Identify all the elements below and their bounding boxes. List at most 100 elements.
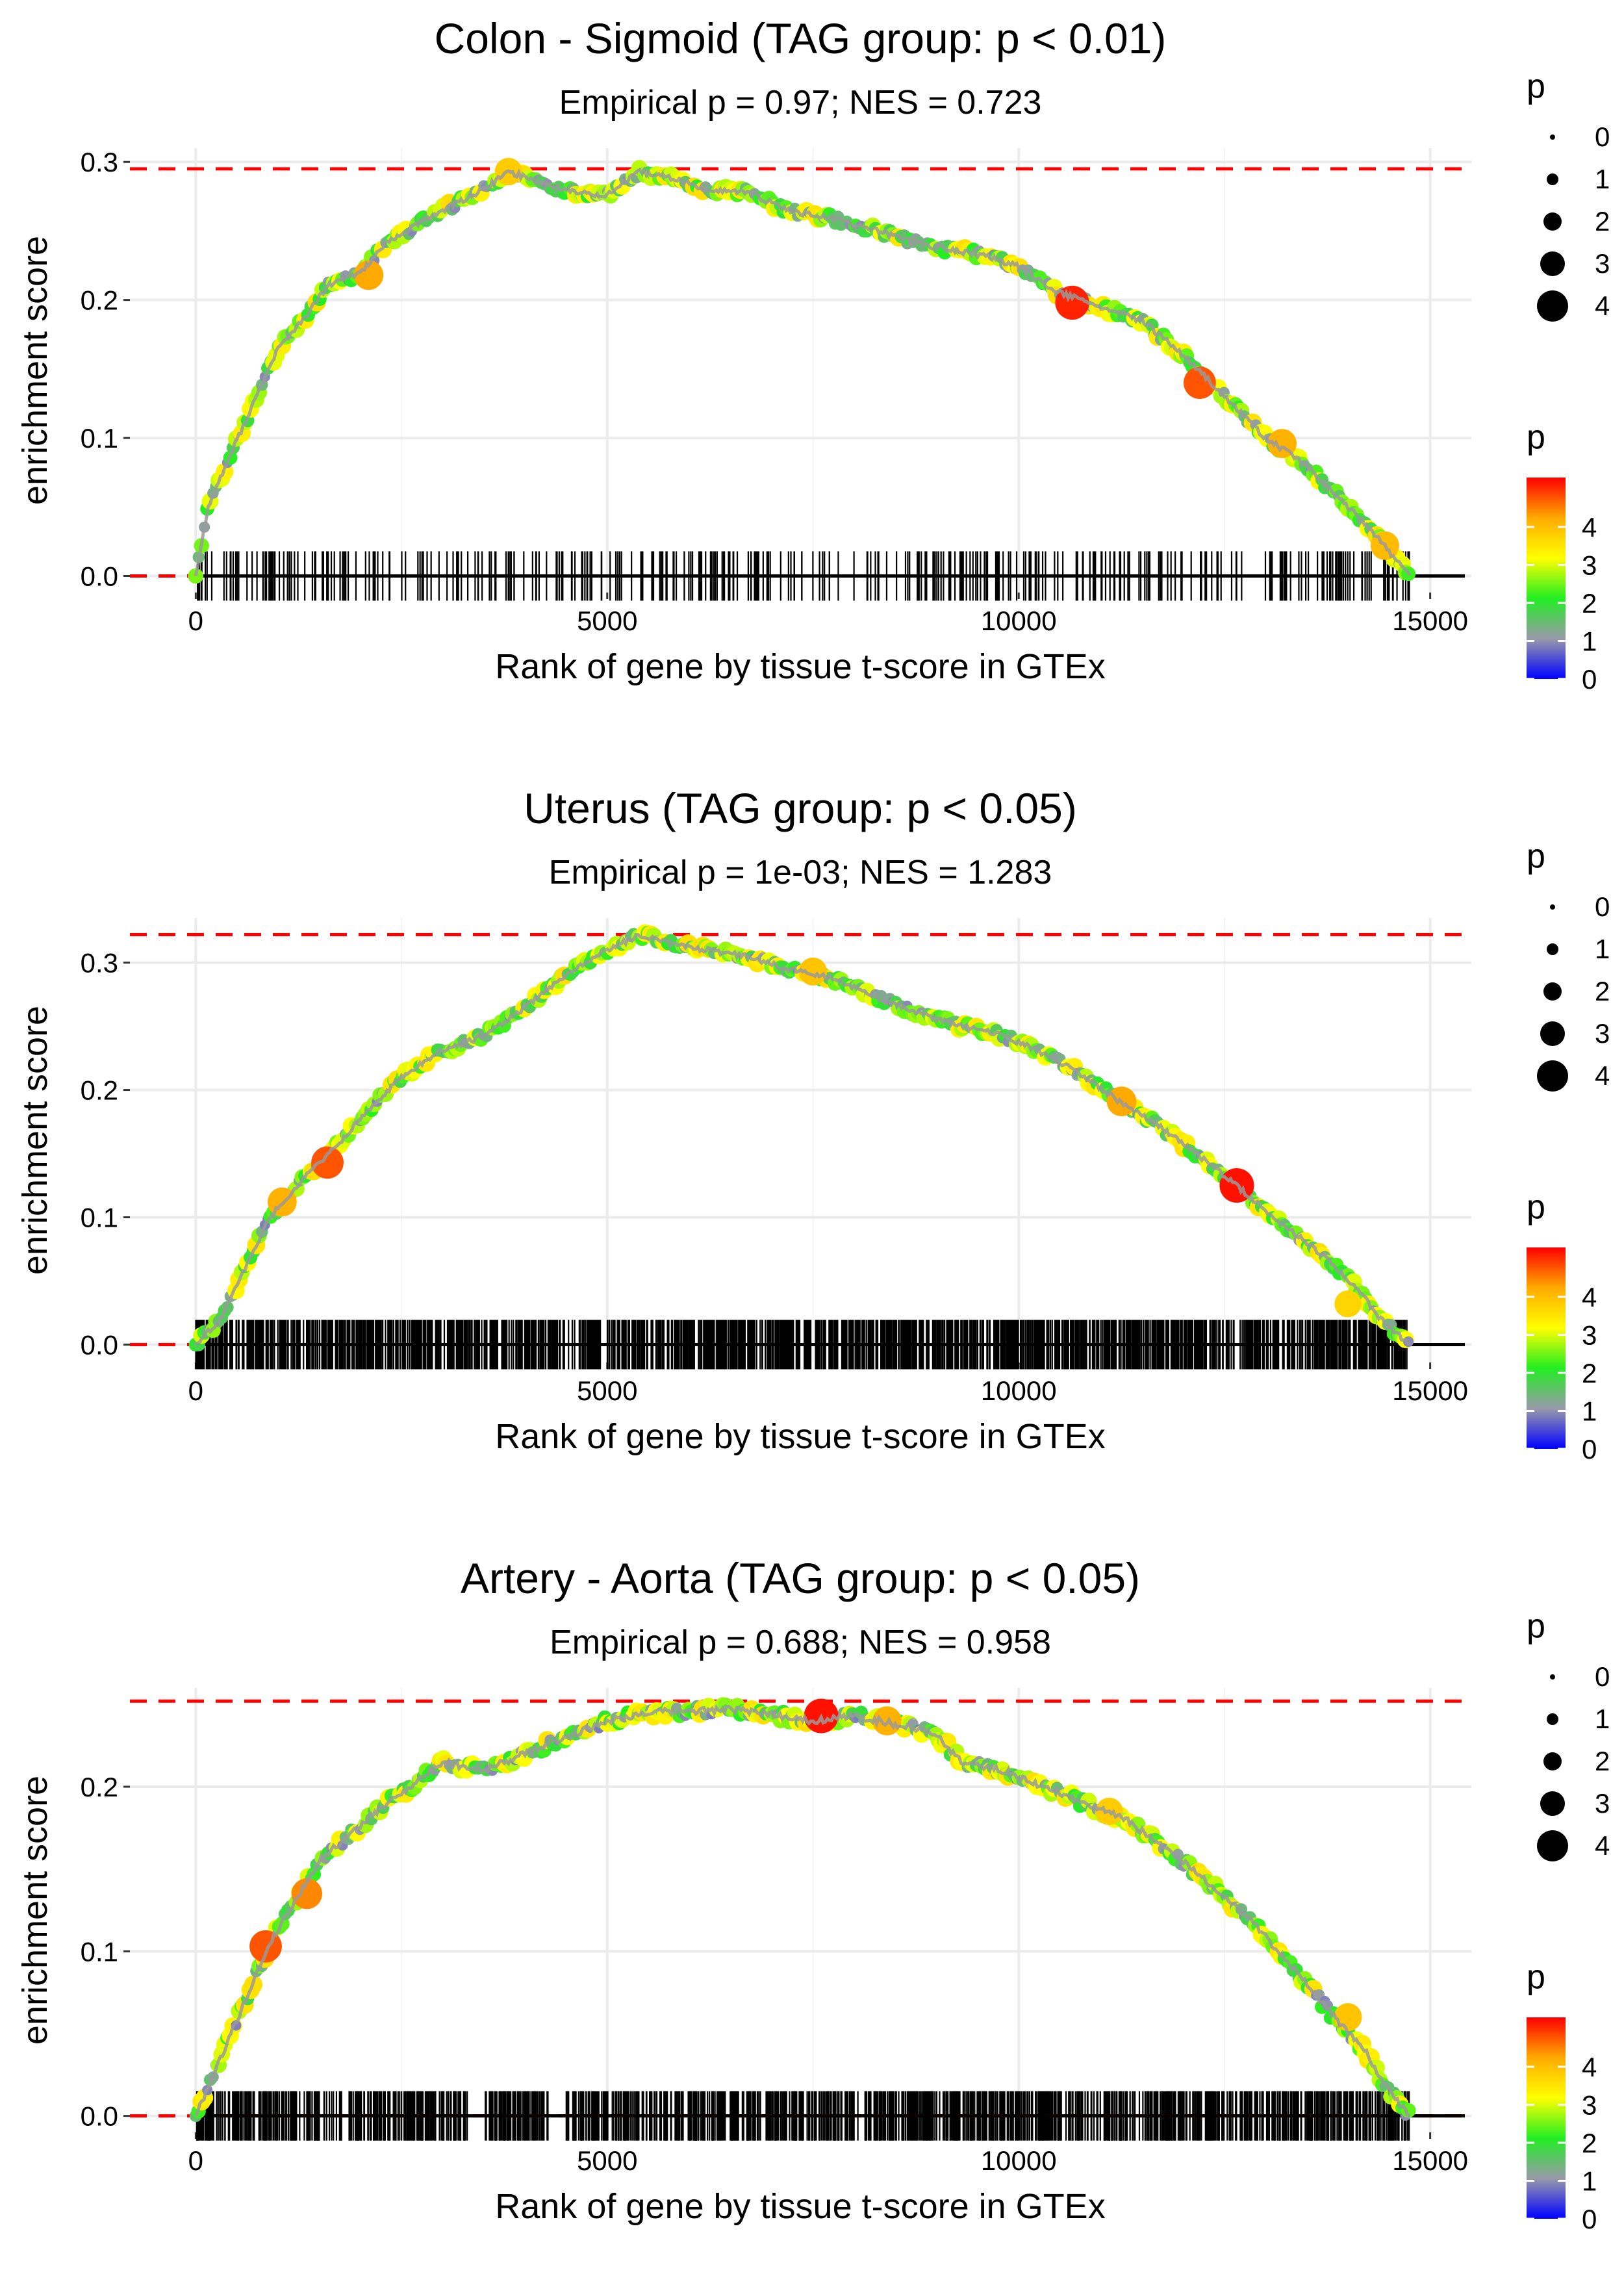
size-legend-label: 3 [1595, 248, 1610, 279]
color-legend-title: p [1527, 418, 1545, 456]
y-tick-label: 0.0 [81, 1330, 118, 1361]
size-legend-label: 0 [1595, 1661, 1610, 1692]
size-legend-label: 1 [1595, 164, 1610, 194]
y-tick-label: 0.1 [81, 423, 118, 454]
size-legend-dot [1537, 290, 1568, 322]
color-legend: p 4 3 2 1 0 [1527, 1958, 1597, 2234]
color-legend-label: 3 [1582, 2090, 1597, 2121]
x-axis-title: Rank of gene by tissue t-score in GTEx [495, 1417, 1105, 1456]
color-legend-label: 4 [1582, 1282, 1597, 1312]
size-legend-dot [1537, 1830, 1568, 1861]
y-axis-title: enrichment score [16, 1776, 55, 2045]
x-tick-label: 15000 [1392, 1375, 1468, 1406]
size-legend-label: 4 [1595, 1830, 1610, 1861]
y-tick-label: 0.2 [81, 1772, 118, 1802]
size-legend-dot [1540, 251, 1565, 276]
color-legend-label: 2 [1582, 2128, 1597, 2158]
color-legend-label: 4 [1582, 2052, 1597, 2082]
color-legend-label: 0 [1582, 664, 1597, 695]
color-legend: p 4 3 2 1 0 [1527, 418, 1597, 695]
chart-subtitle: Empirical p = 0.97; NES = 0.723 [559, 84, 1042, 121]
y-axis-title: enrichment score [16, 1006, 55, 1275]
chart-subtitle: Empirical p = 1e-03; NES = 1.283 [549, 854, 1052, 891]
size-legend-dot [1540, 1021, 1565, 1046]
x-axis-title: Rank of gene by tissue t-score in GTEx [495, 2187, 1105, 2226]
enrichment-trace [194, 166, 1412, 576]
chart-title: Uterus (TAG group: p < 0.05) [524, 784, 1077, 832]
y-tick-label: 0.0 [81, 2101, 118, 2132]
size-legend-dot [1550, 904, 1555, 910]
size-legend: p 0 1 2 3 4 [1527, 837, 1610, 1092]
size-legend-dot [1540, 1791, 1565, 1816]
x-tick-label: 5000 [577, 2145, 637, 2176]
size-legend-dot [1547, 943, 1558, 955]
size-legend-title: p [1527, 1607, 1545, 1645]
color-legend-label: 1 [1582, 2166, 1597, 2197]
color-legend-label: 0 [1582, 1434, 1597, 1464]
y-tick-label: 0.0 [81, 561, 118, 592]
panel-3: Artery - Aorta (TAG group: p < 0.05) Empi… [16, 1554, 1610, 2234]
x-axis-title: Rank of gene by tissue t-score in GTEx [495, 647, 1105, 686]
size-legend-label: 3 [1595, 1018, 1610, 1049]
enrichment-point-highlight [353, 260, 384, 290]
y-tick-label: 0.3 [81, 948, 118, 978]
color-legend-title: p [1527, 1958, 1545, 1996]
enrichment-points [189, 1697, 1416, 2123]
x-tick-label: 5000 [577, 1375, 637, 1406]
colorbar [1527, 2017, 1566, 2219]
y-tick-label: 0.1 [81, 1936, 118, 1967]
panel-1: Colon - Sigmoid (TAG group: p < 0.01) Emp… [16, 14, 1610, 695]
size-legend-label: 4 [1595, 1060, 1610, 1091]
enrichment-point-highlight [291, 1878, 323, 1910]
size-legend: p 0 1 2 3 4 [1527, 1607, 1610, 1861]
size-legend-label: 2 [1595, 206, 1610, 236]
size-legend-dot [1543, 212, 1562, 231]
x-tick-label: 0 [188, 606, 203, 636]
size-legend-dot [1547, 173, 1558, 185]
x-tick-label: 0 [188, 2145, 203, 2176]
size-legend-label: 3 [1595, 1788, 1610, 1819]
x-tick-label: 10000 [981, 2145, 1057, 2176]
y-tick-label: 0.2 [81, 1075, 118, 1106]
size-legend-label: 2 [1595, 976, 1610, 1006]
color-legend-label: 3 [1582, 1320, 1597, 1351]
size-legend-title: p [1527, 68, 1545, 105]
color-legend-label: 2 [1582, 588, 1597, 619]
color-legend: p 4 3 2 1 0 [1527, 1188, 1597, 1464]
enrichment-trace [194, 1704, 1411, 2119]
enrichment-point-highlight [1334, 1290, 1362, 1318]
x-tick-label: 5000 [577, 606, 637, 636]
enrichment-points [188, 924, 1414, 1352]
colorbar [1527, 478, 1566, 679]
size-legend-dot [1537, 1060, 1568, 1092]
size-legend-dot [1543, 982, 1562, 1001]
chart-subtitle: Empirical p = 0.688; NES = 0.958 [550, 1624, 1051, 1661]
size-legend: p 0 1 2 3 4 [1527, 68, 1610, 322]
enrichment-point-highlight [1334, 2003, 1362, 2032]
x-tick-label: 0 [188, 1375, 203, 1406]
color-legend-label: 1 [1582, 626, 1597, 657]
size-legend-label: 0 [1595, 121, 1610, 152]
panel-2: Uterus (TAG group: p < 0.05) Empirical p … [16, 784, 1610, 1464]
gridlines [130, 1688, 1471, 2132]
y-tick-label: 0.3 [81, 147, 118, 177]
chart-title: Artery - Aorta (TAG group: p < 0.05) [461, 1554, 1140, 1602]
size-legend-dot [1550, 134, 1555, 140]
enrichment-points [188, 157, 1416, 584]
size-legend-title: p [1527, 837, 1545, 875]
color-legend-label: 3 [1582, 550, 1597, 581]
color-legend-label: 2 [1582, 1358, 1597, 1388]
size-legend-label: 1 [1595, 1704, 1610, 1734]
y-tick-label: 0.2 [81, 285, 118, 316]
size-legend-dot [1543, 1752, 1562, 1770]
size-legend-dot [1550, 1674, 1555, 1680]
x-tick-label: 10000 [981, 1375, 1057, 1406]
y-axis-title: enrichment score [16, 236, 55, 505]
x-tick-label: 10000 [981, 606, 1057, 636]
enrichment-point-highlight [798, 957, 828, 986]
size-legend-label: 4 [1595, 290, 1610, 321]
chart-title: Colon - Sigmoid (TAG group: p < 0.01) [435, 14, 1167, 62]
size-legend-label: 2 [1595, 1746, 1610, 1776]
size-legend-dot [1547, 1713, 1558, 1725]
